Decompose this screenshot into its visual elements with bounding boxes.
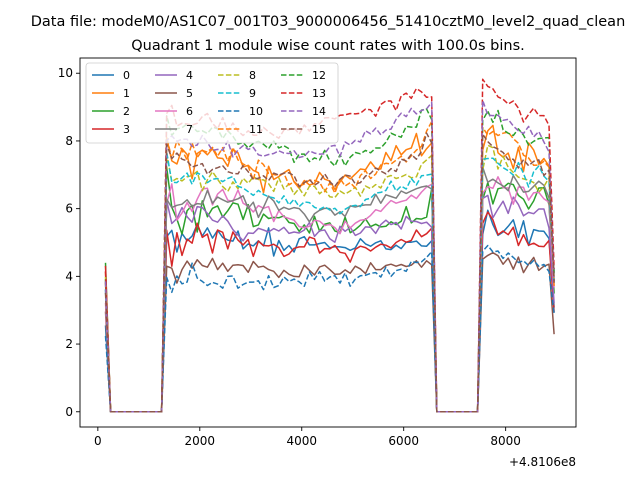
legend-label-8: 8: [249, 69, 256, 82]
y-tick-label-4: 4: [65, 269, 73, 283]
y-tick-label-8: 8: [65, 134, 73, 148]
x-tick-label-2000: 2000: [185, 434, 216, 448]
x-tick-label-6000: 6000: [388, 434, 419, 448]
x-tick-label-0: 0: [94, 434, 102, 448]
x-tick-label-4000: 4000: [286, 434, 317, 448]
legend-label-5: 5: [186, 87, 193, 100]
y-tick-label-6: 6: [65, 202, 73, 216]
y-tick-label-0: 0: [65, 405, 73, 419]
y-axis-ticks: 0 2 4 6 8 10: [58, 66, 80, 419]
x-tick-label-8000: 8000: [490, 434, 521, 448]
x-axis-offset-label: +4.8106e8: [509, 455, 576, 469]
legend-label-9: 9: [249, 87, 256, 100]
y-tick-label-2: 2: [65, 337, 73, 351]
legend-label-14: 14: [312, 105, 326, 118]
legend-frame: [85, 62, 339, 144]
legend-label-10: 10: [249, 105, 263, 118]
legend-label-4: 4: [186, 69, 193, 82]
legend-label-1: 1: [123, 87, 130, 100]
legend-label-12: 12: [312, 69, 326, 82]
legend-label-0: 0: [123, 69, 130, 82]
legend-label-13: 13: [312, 87, 326, 100]
chart-title: Data file: modeM0/AS1C07_001T03_90000064…: [31, 14, 626, 30]
legend-label-15: 15: [312, 123, 326, 136]
y-tick-label-10: 10: [58, 66, 73, 80]
series-lines: [104, 78, 555, 413]
legend-label-3: 3: [123, 123, 130, 136]
x-axis-ticks: 0 2000 4000 6000 8000: [94, 427, 521, 448]
legend-label-2: 2: [123, 105, 130, 118]
legend-label-11: 11: [249, 123, 263, 136]
legend-label-7: 7: [186, 123, 193, 136]
series-line-15: [104, 132, 555, 413]
legend-label-6: 6: [186, 105, 193, 118]
chart-subtitle: Quadrant 1 module wise count rates with …: [131, 38, 525, 54]
plot-frame: [79, 57, 577, 428]
